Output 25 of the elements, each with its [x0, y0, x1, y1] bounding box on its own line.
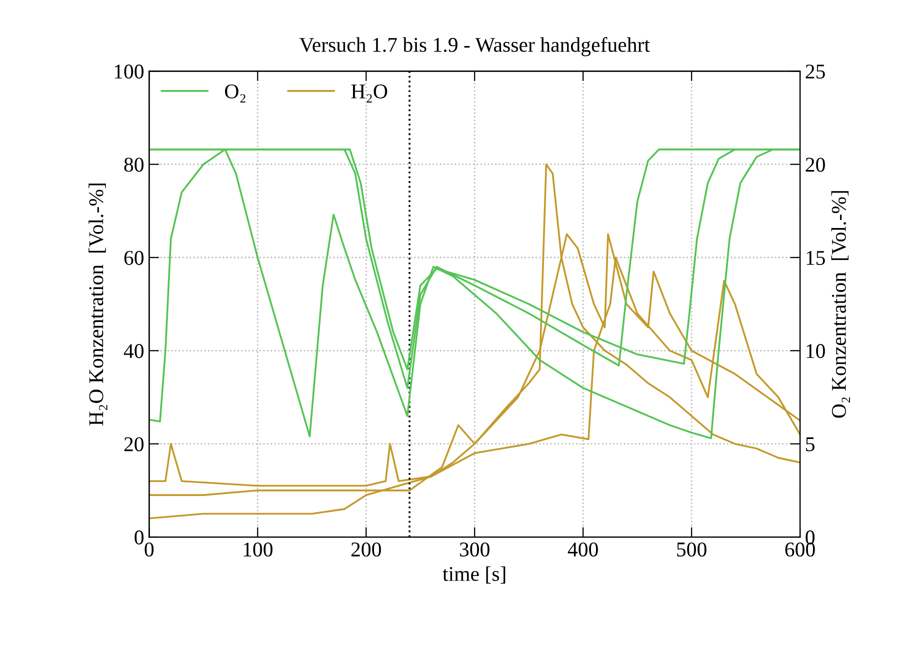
y-tick-label: 0	[134, 530, 144, 544]
y2-tick-label: 0	[806, 530, 815, 544]
y2-tick-label: 20	[806, 158, 825, 172]
y-axis-title: H₂O Konzentration [Vol.-%]	[88, 184, 108, 426]
y2-tick-label: 10	[806, 344, 825, 358]
x-tick-label: 300	[460, 542, 490, 557]
x-axis-title: time [s]	[442, 566, 506, 584]
y-tick-label: 100	[114, 64, 144, 79]
y-tick-label: 20	[124, 437, 144, 452]
chart-title: Versuch 1.7 bis 1.9 - Wasser handgefuehrt	[299, 37, 650, 56]
y-tick-label: 60	[124, 250, 144, 265]
legend-label: O₂	[225, 84, 246, 102]
y2-axis-title: O₂ Konzentration [Vol.-%]	[831, 191, 850, 418]
y-tick-label: 80	[124, 158, 144, 172]
x-tick-label: 500	[677, 542, 706, 557]
y2-tick-label: 5	[806, 437, 815, 452]
x-tick-label: 0	[144, 542, 154, 557]
x-tick-label: 100	[244, 542, 272, 557]
x-tick-label: 600	[785, 542, 815, 557]
x-tick-label: 200	[351, 542, 381, 557]
x-tick-label: 400	[568, 542, 598, 557]
y2-tick-label: 15	[806, 250, 825, 265]
legend-label: H₂O	[351, 84, 388, 102]
y-tick-label: 40	[124, 344, 144, 358]
y2-tick-label: 25	[806, 64, 825, 79]
